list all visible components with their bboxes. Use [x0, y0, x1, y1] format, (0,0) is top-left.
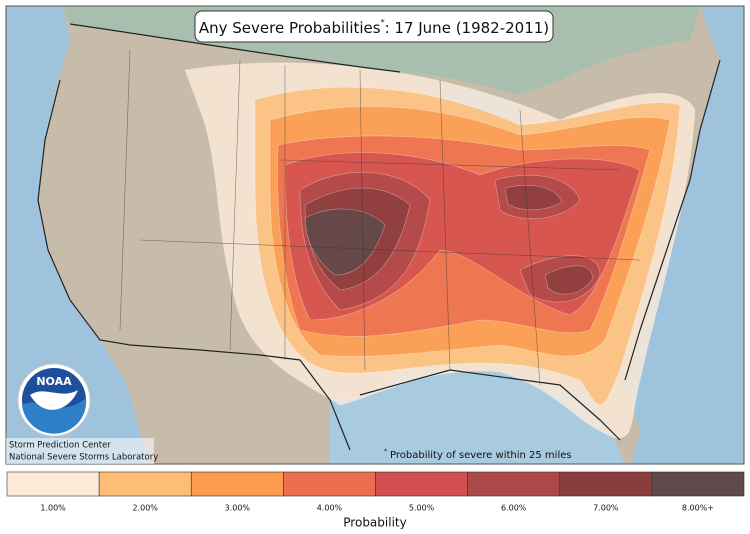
legend-swatch: [559, 471, 653, 497]
atlantic-ocean: [625, 6, 744, 464]
legend-swatch: [283, 471, 376, 497]
title-box: [194, 10, 554, 43]
credit-line: National Severe Storms Laboratory: [9, 453, 158, 463]
footnote-text: Probability of severe within 25 miles: [390, 450, 572, 461]
map-frame: [5, 5, 745, 465]
title: Any Severe Probabilities*: 17 June (1982…: [199, 18, 549, 37]
legend-swatch: [190, 471, 284, 497]
probability-contour: [304, 185, 593, 295]
legend: 1.00% 2.00% 3.00% 4.00% 5.00% 6.00% 7.00% 8.00%…: [6, 471, 745, 513]
logo-text: NOAA: [36, 375, 72, 388]
title-mark: *: [381, 18, 385, 27]
legend-swatch: [375, 471, 468, 497]
probability-contour: [304, 208, 386, 276]
legend-label: 5.00%: [409, 504, 435, 513]
noaa-logo: NOAA: [17, 363, 91, 437]
legend-label: 7.00%: [593, 504, 619, 513]
credits-box: [6, 438, 154, 464]
credit-line: Storm Prediction Center: [9, 441, 111, 451]
legend-label: 8.00%+: [682, 504, 714, 513]
legend-label: 2.00%: [132, 504, 158, 513]
legend-title: Probability: [343, 516, 406, 530]
title-text: Any Severe Probabilities: [199, 19, 381, 37]
footnote-mark: *: [384, 448, 387, 455]
legend-swatch: [98, 471, 192, 497]
title-date: : 17 June (1982-2011): [385, 19, 550, 37]
basemap: [6, 6, 744, 464]
legend-label: 3.00%: [225, 504, 251, 513]
legend-label: 4.00%: [317, 504, 343, 513]
pacific-ocean: [6, 6, 150, 464]
probability-contours: [184, 62, 696, 439]
state-lines: [119, 49, 641, 386]
legend-swatch: [651, 471, 745, 497]
legend-label: 1.00%: [40, 504, 66, 513]
footnote: * Probability of severe within 25 miles: [384, 448, 572, 462]
legend-label: 6.00%: [501, 504, 527, 513]
borders: [37, 23, 721, 451]
legend-swatch: [6, 471, 100, 497]
legend-swatch: [467, 471, 561, 497]
